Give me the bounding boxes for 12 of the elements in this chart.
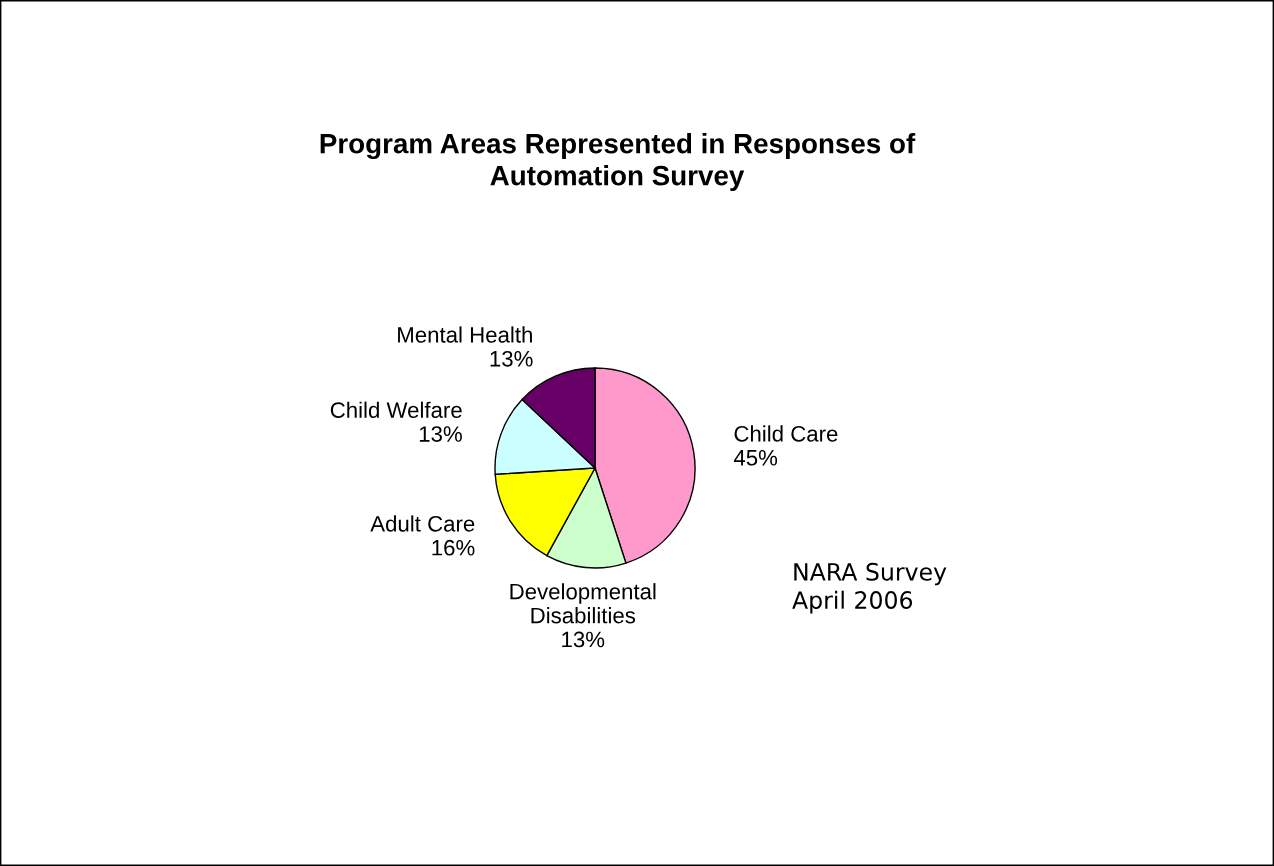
data-label: 13% — [490, 350, 533, 367]
chart-title: Program Areas Represented in Responses of Automation Survey — [320, 133, 916, 191]
text: NARA Survey April 2006 — [792, 562, 947, 614]
slice-label: Mental Health — [398, 326, 532, 343]
slice-label: Developmental Disabilities — [510, 583, 656, 624]
slice-label: Adult Care — [370, 515, 475, 532]
slice-label: Child Care — [734, 425, 838, 442]
data-label: 13% — [419, 426, 462, 442]
data-label: 45% — [733, 449, 778, 466]
data-label: 13% — [562, 631, 605, 648]
slice-label: Child Welfare — [330, 401, 462, 418]
data-label: 16% — [432, 539, 475, 556]
